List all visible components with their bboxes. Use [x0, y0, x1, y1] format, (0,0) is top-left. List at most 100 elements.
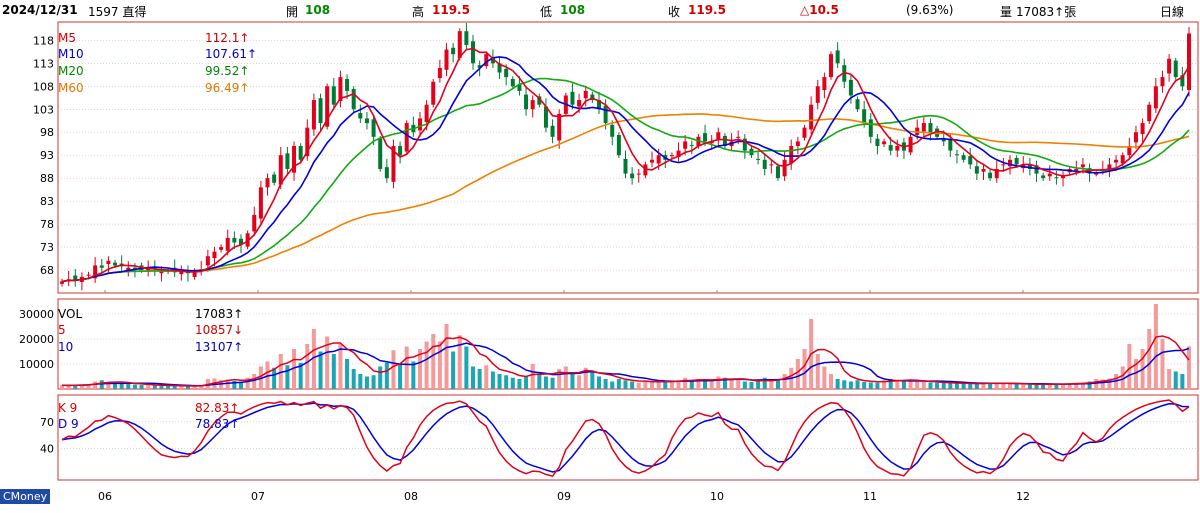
volume-bar: [835, 379, 840, 389]
ma60-legend-name: M60: [58, 81, 84, 95]
candle-body: [822, 77, 827, 90]
volume-bar: [404, 346, 409, 389]
volume-bar: [524, 376, 529, 389]
volume-bar: [477, 369, 482, 389]
price-tick-label: 68: [40, 264, 54, 277]
volume-bar: [305, 344, 310, 389]
volume-bar: [636, 382, 641, 389]
candle-body: [212, 251, 217, 259]
volume-bar: [722, 377, 727, 389]
volume-bar: [888, 379, 893, 389]
candle-body: [981, 168, 986, 172]
volume-bar: [974, 384, 979, 389]
candle-body: [272, 174, 277, 183]
stock-name: 1597 直得: [88, 5, 147, 19]
candle-body: [1107, 164, 1112, 171]
volume-bar: [1120, 366, 1125, 389]
volume-bar: [868, 382, 873, 389]
candle-body: [961, 155, 966, 160]
volume-bar: [464, 346, 469, 389]
volume-bar: [630, 381, 635, 389]
volume-bar: [577, 375, 582, 389]
volume-bar: [795, 359, 800, 389]
volume-bar: [113, 382, 118, 389]
volume-bar: [1008, 383, 1013, 389]
price-tick-label: 73: [40, 241, 54, 254]
candle-body: [994, 168, 999, 179]
candle-body: [278, 155, 283, 185]
volume-bar: [179, 386, 184, 389]
candle-body: [205, 256, 210, 266]
close-label: 收: [668, 5, 681, 19]
volume-bar: [683, 377, 688, 389]
volume-bar: [1153, 304, 1158, 389]
candle-body: [477, 65, 482, 68]
period-tab[interactable]: 日線: [1160, 5, 1185, 19]
volume-bar: [729, 379, 734, 389]
volume-bar: [988, 383, 993, 389]
volume-bar: [961, 383, 966, 389]
volume-bar: [132, 384, 137, 389]
candle-body: [1014, 157, 1019, 165]
volume-bar: [384, 362, 389, 389]
volume-bar: [1173, 371, 1178, 389]
price-tick-label: 103: [33, 103, 54, 116]
volume-bar: [1160, 339, 1165, 389]
volume-bar: [895, 379, 900, 389]
volume-bar: [656, 381, 661, 389]
volume-bar: [563, 366, 568, 389]
candle-body: [384, 167, 389, 179]
month-label: 12: [1016, 490, 1030, 503]
volume-bar: [557, 369, 562, 389]
candle-body: [643, 164, 648, 176]
volume-bar: [643, 382, 648, 389]
volume-bar: [338, 344, 343, 389]
candle-body: [974, 166, 979, 174]
ma5-legend-value: 112.1↑: [205, 31, 250, 45]
candle-body: [1147, 104, 1152, 122]
candle-body: [895, 146, 900, 151]
candle-body: [510, 78, 515, 87]
candle-body: [331, 86, 336, 105]
candle-body: [988, 172, 993, 179]
candle-body: [1167, 58, 1172, 74]
candle-body: [464, 31, 469, 45]
candle-body: [809, 104, 814, 130]
volume-bar: [855, 380, 860, 389]
kd-tick-label: 70: [40, 416, 54, 429]
open-value: 108: [305, 3, 331, 17]
volume-bar: [1054, 383, 1059, 389]
candle-body: [132, 267, 137, 270]
ma20-legend-name: M20: [58, 64, 84, 78]
volume-bar: [550, 377, 555, 389]
volume-bar: [941, 383, 946, 389]
quote-date: 2024/12/31: [2, 3, 78, 17]
volume-bar: [1027, 384, 1032, 389]
volume-bar: [882, 380, 887, 389]
candle-body: [305, 127, 310, 157]
volume-bar: [398, 364, 403, 389]
volume-bar: [530, 364, 535, 389]
volume-bar: [345, 359, 350, 389]
vol-legend-value: 17083↑: [195, 307, 244, 321]
candle-body: [1074, 168, 1079, 171]
candle-body: [722, 135, 727, 147]
candle-body: [948, 139, 953, 151]
candle-body: [371, 119, 376, 137]
candle-body: [106, 260, 111, 265]
vol5-legend-name: 5: [58, 323, 66, 337]
month-label: 06: [98, 490, 112, 503]
candle-body: [417, 118, 422, 131]
low-value: 108: [560, 3, 586, 17]
volume-bar: [901, 380, 906, 389]
volume-bar: [921, 382, 926, 389]
volume-bar: [378, 366, 383, 389]
candle-body: [789, 146, 794, 164]
volume-bar: [358, 374, 363, 389]
volume-bar: [703, 381, 708, 389]
volume-bar: [1067, 383, 1072, 389]
candle-body: [669, 155, 674, 157]
volume-tick-label: 20000: [19, 333, 54, 346]
ma20-line: [61, 77, 1190, 283]
